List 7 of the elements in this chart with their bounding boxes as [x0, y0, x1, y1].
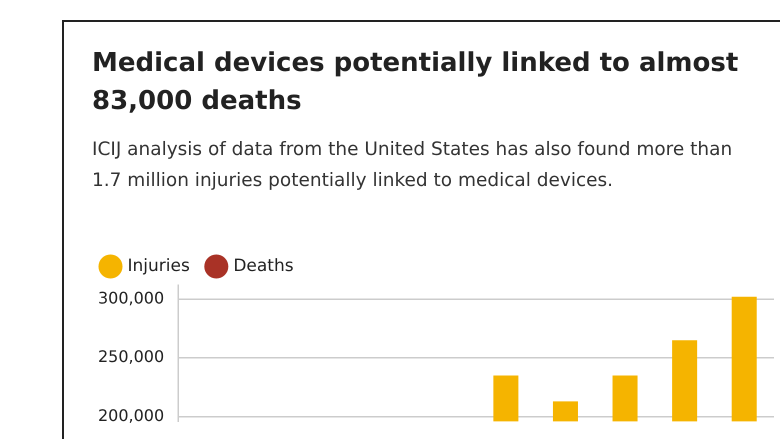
y-tick-label: 300,000 [98, 288, 164, 308]
chart-title: Medical devices potentially linked to almost 83,000 deaths [92, 47, 740, 118]
legend-label: Injuries [128, 256, 190, 276]
legend-label: Deaths [233, 256, 294, 276]
chart-subtitle: ICIJ analysis of data from the United States has also found more than 1.7 million injuries potentially linked to medical devices. [92, 138, 734, 193]
y-tick-label: 250,000 [98, 347, 164, 366]
y-tick-label: 200,000 [98, 406, 164, 425]
